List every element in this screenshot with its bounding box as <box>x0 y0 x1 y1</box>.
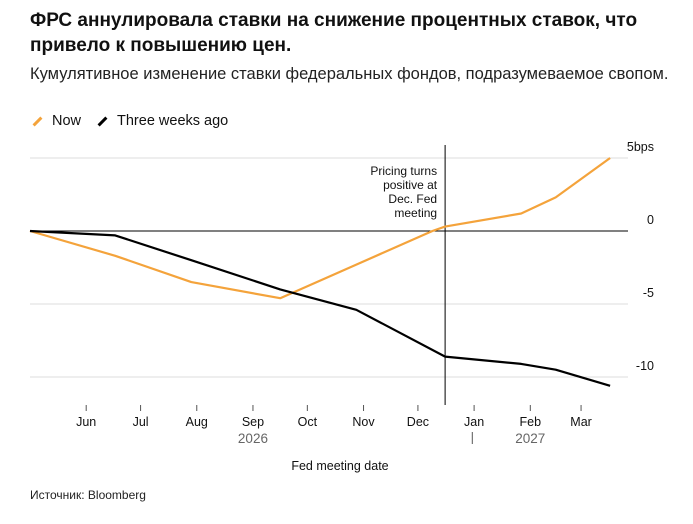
y-tick-label: -5 <box>643 286 654 300</box>
x-axis-tick-labels: Jun Jul Aug Sep Oct Nov Dec Jan Feb Mar 2026 2027 <box>76 405 592 446</box>
x-axis-title: Fed meeting date <box>291 459 388 473</box>
series-line-three-weeks-ago <box>29 229 611 387</box>
x-tick-label: Feb <box>520 415 542 429</box>
y-tick-label: -10 <box>636 359 654 373</box>
chart-subtitle: Кумулятивное изменение ставки федеральны… <box>30 65 669 83</box>
x-tick-label: Sep <box>242 415 264 429</box>
legend-item-three-weeks-ago: Three weeks ago <box>95 113 228 129</box>
y-axis-tick-labels: 5bps 0 -5 -10 <box>627 140 654 373</box>
source-note: Источник: Bloomberg <box>30 488 146 502</box>
legend-label-now: Now <box>52 113 82 129</box>
gridlines <box>30 157 628 378</box>
y-tick-label: 0 <box>647 213 654 227</box>
year-label: 2026 <box>238 431 268 446</box>
x-tick-label: Jan <box>464 415 484 429</box>
annotation-text: Dec. Fed <box>388 192 437 206</box>
annotation-text: meeting <box>394 206 437 220</box>
series-line-now <box>29 157 611 300</box>
x-tick-label: Mar <box>570 415 592 429</box>
y-tick-label: 5bps <box>627 140 654 154</box>
legend-label-three-weeks-ago: Three weeks ago <box>117 113 229 129</box>
annotation-text: Pricing turns <box>370 164 437 178</box>
x-tick-label: Jun <box>76 415 96 429</box>
year-label: 2027 <box>515 431 545 446</box>
x-tick-label: Jul <box>133 415 149 429</box>
x-tick-label: Dec <box>407 415 429 429</box>
annotation-text: positive at <box>383 178 438 192</box>
x-tick-label: Oct <box>298 415 318 429</box>
chart-title: ФРС аннулировала ставки на снижение проц… <box>30 10 638 56</box>
series-lines <box>29 157 611 387</box>
x-tick-label: Aug <box>186 415 208 429</box>
legend-item-now: Now <box>30 113 81 129</box>
x-tick-label: Nov <box>352 415 375 429</box>
legend: Now Three weeks ago <box>30 113 242 129</box>
